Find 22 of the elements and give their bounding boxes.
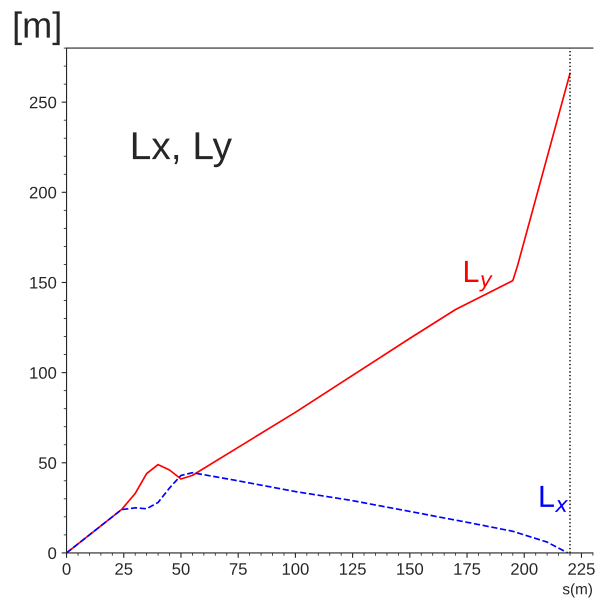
x-tick-label: 125 [340, 563, 366, 575]
x-tick-label: 100 [282, 563, 309, 575]
x-tick-label: 0 [62, 563, 71, 575]
x-tick-label: 225 [568, 563, 595, 575]
x-tick-label: 25 [115, 563, 132, 575]
annotation: Lx, Ly [132, 132, 232, 168]
y-tick-label: 150 [30, 276, 56, 289]
line-series [66, 472, 569, 553]
x-tick-label: 200 [511, 563, 538, 575]
x-tick-label: 50 [172, 563, 190, 575]
y-tick-label: 200 [30, 186, 56, 199]
y-tick-label: 100 [30, 367, 56, 379]
x-axis-title: s(m) [562, 583, 592, 598]
series-label: L$_{y}$ [464, 260, 493, 292]
y-tick-label: 0 [48, 547, 56, 560]
y-axis-title: [m] [14, 11, 60, 46]
x-tick-label: 175 [454, 563, 480, 575]
y-tick-label: 250 [30, 96, 56, 108]
y-tick-label: 50 [38, 457, 56, 469]
x-tick-label: 75 [230, 563, 247, 575]
x-tick-label: 150 [397, 563, 424, 575]
series-label: L$_{x}$ [540, 486, 568, 512]
